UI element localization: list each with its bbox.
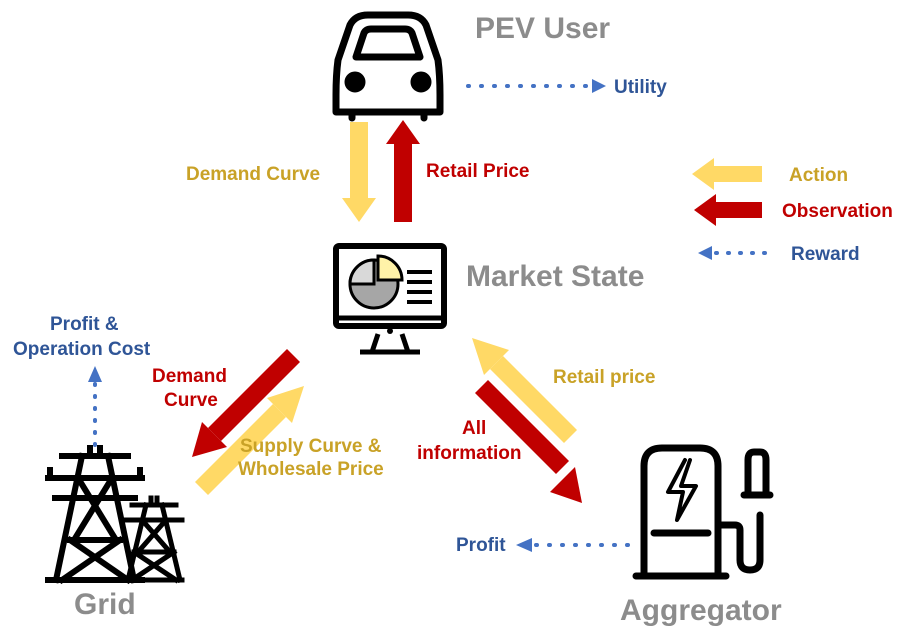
transmission-tower-icon <box>45 445 185 585</box>
retail-price-arrow-right <box>472 338 577 443</box>
retail-price-arrow-top <box>386 120 420 222</box>
demand-curve-arrow-left <box>192 349 300 457</box>
legend-action-label: Action <box>789 165 848 186</box>
supply-curve-arrow <box>195 386 304 495</box>
aggregator-label: Aggregator <box>620 594 782 627</box>
car-icon <box>332 11 444 122</box>
market-state-label: Market State <box>466 260 644 293</box>
utility-label: Utility <box>614 77 667 98</box>
retail-price-top-label: Retail Price <box>426 161 530 182</box>
demand-curve-left-label-1: Demand <box>152 366 227 387</box>
dashboard-monitor-icon <box>333 243 447 355</box>
legend-reward-arrow-head <box>698 246 712 260</box>
demand-curve-left-label-2: Curve <box>164 390 218 411</box>
supply-curve-label-1: Supply Curve & <box>240 436 382 457</box>
all-information-label-1: All <box>462 418 486 439</box>
profit-operation-cost-label-1: Profit & <box>50 314 119 335</box>
legend-observation-label: Observation <box>782 201 893 222</box>
demand-curve-arrow-top <box>342 122 376 222</box>
charging-station-icon <box>632 444 774 580</box>
legend-action-arrow <box>692 158 762 190</box>
legend-reward-label: Reward <box>791 244 860 265</box>
retail-price-right-label: Retail price <box>553 367 655 388</box>
legend: Action Observation Reward <box>692 158 893 265</box>
pev-user-label: PEV User <box>475 12 610 45</box>
grid-label: Grid <box>74 588 136 621</box>
legend-observation-arrow <box>694 194 762 226</box>
all-information-label-2: information <box>417 443 522 464</box>
demand-curve-top-label: Demand Curve <box>186 164 320 185</box>
utility-arrow-head <box>592 79 606 93</box>
supply-curve-label-2: Wholesale Price <box>238 459 384 480</box>
profit-label: Profit <box>456 535 506 556</box>
profit-operation-cost-label-2: Operation Cost <box>13 339 151 360</box>
profit-operation-cost-arrow-head <box>88 366 102 382</box>
all-information-arrow <box>475 380 582 503</box>
profit-arrow-head <box>516 538 532 552</box>
